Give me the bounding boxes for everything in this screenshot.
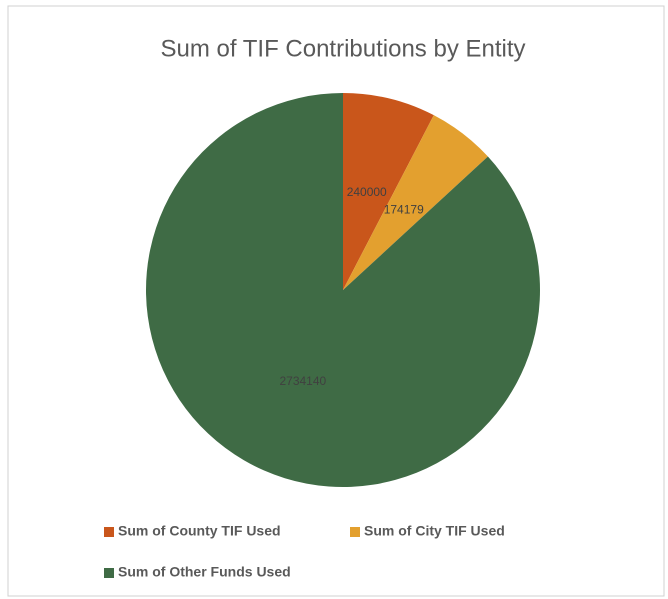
data-label: 174179 — [384, 203, 424, 217]
data-label: 240000 — [347, 185, 387, 199]
data-label: 2734140 — [279, 374, 326, 388]
legend-swatch — [104, 527, 114, 537]
pie-slice — [343, 115, 488, 291]
legend-label: Sum of City TIF Used — [364, 523, 505, 539]
legend-label: Sum of County TIF Used — [118, 523, 281, 539]
legend-label: Sum of Other Funds Used — [118, 564, 291, 580]
legend-swatch — [350, 527, 360, 537]
chart-title: Sum of TIF Contributions by Entity — [160, 35, 525, 62]
pie-slice — [146, 93, 541, 487]
legend-swatch — [104, 568, 114, 578]
pie-slice — [343, 93, 434, 290]
